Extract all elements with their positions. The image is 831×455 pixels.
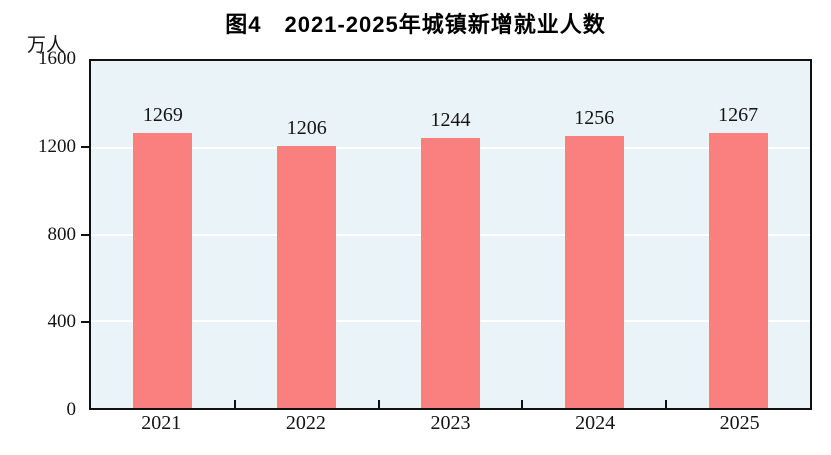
bars-layer: 1269 1206 1244 1256 1267 <box>91 61 810 408</box>
x-axis-tick <box>665 400 668 408</box>
bar-2024: 1256 <box>564 107 624 408</box>
y-axis-tick-mark <box>81 145 89 148</box>
bar-slot-2025: 1267 <box>666 61 810 408</box>
plot-area: 1269 1206 1244 1256 1267 <box>89 59 812 410</box>
y-tick-label-800: 800 <box>47 223 77 245</box>
x-axis-tick <box>233 400 236 408</box>
x-tick-label-2023: 2023 <box>430 412 471 434</box>
y-tick-label-400: 400 <box>47 311 77 333</box>
y-axis-unit-label: 万人 <box>27 35 66 56</box>
y-axis-tick-mark <box>81 233 89 236</box>
y-axis-labels: 0 400 800 1200 1600 <box>0 48 77 420</box>
bar-slot-2021: 1269 <box>91 61 235 408</box>
y-axis-tick-mark <box>81 321 89 324</box>
y-axis-ticks <box>81 59 89 410</box>
y-tick-label-1600: 1600 <box>38 48 76 69</box>
x-axis-tick <box>521 400 524 408</box>
x-tick-label-2024: 2024 <box>575 412 616 434</box>
bar-slot-2024: 1256 <box>522 61 666 408</box>
bar-value-label: 1267 <box>718 104 759 127</box>
bar-slot-2022: 1206 <box>235 61 379 408</box>
bar-value-label: 1269 <box>142 103 183 126</box>
bar-value-label: 1244 <box>430 109 471 132</box>
bar-2023: 1244 <box>421 109 480 408</box>
x-axis-labels: 2021 2022 2023 2024 2025 <box>89 412 812 435</box>
bar-value-label: 1256 <box>574 106 615 129</box>
chart-title: 图4 2021-2025年城镇新增就业人数 <box>225 12 606 37</box>
bar-2022: 1206 <box>277 117 337 408</box>
bar-slot-2023: 1244 <box>379 61 523 408</box>
y-tick-label-0: 0 <box>66 399 77 420</box>
x-tick-label-2021: 2021 <box>141 412 182 434</box>
y-tick-label-1200: 1200 <box>38 135 76 157</box>
x-tick-label-2025: 2025 <box>719 412 760 434</box>
x-axis-tick <box>377 400 380 408</box>
x-tick-label-2022: 2022 <box>285 412 326 434</box>
bar-value-label: 1206 <box>286 117 327 140</box>
bar-2021: 1269 <box>133 104 193 408</box>
bar-2025: 1267 <box>708 104 768 408</box>
